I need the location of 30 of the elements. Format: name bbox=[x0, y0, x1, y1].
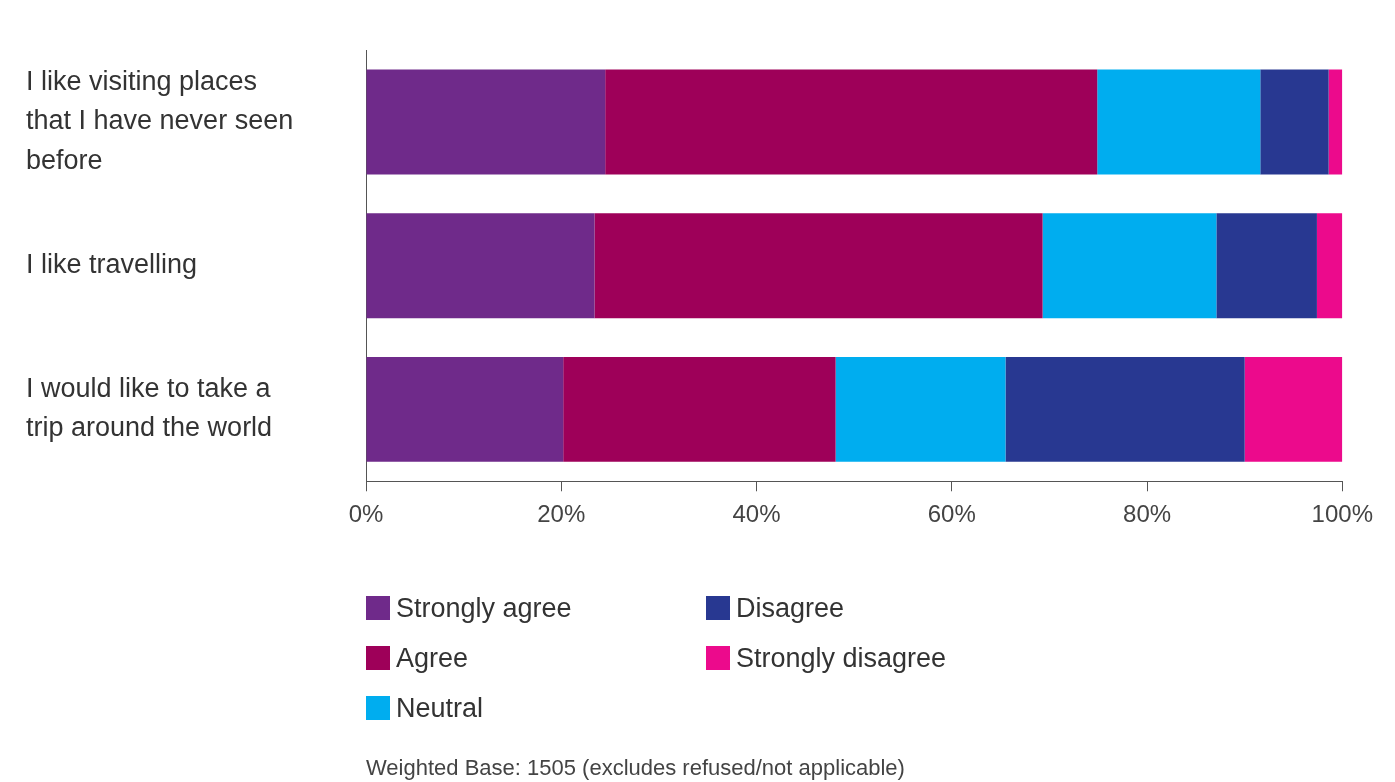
bar bbox=[366, 213, 595, 319]
x-tick-label: 80% bbox=[1123, 500, 1172, 528]
bar bbox=[563, 356, 836, 462]
legend-label: Disagree bbox=[736, 592, 845, 624]
bar bbox=[1260, 69, 1329, 175]
x-tick-label: 0% bbox=[348, 500, 384, 528]
bar bbox=[835, 356, 1006, 462]
legend-label: Agree bbox=[396, 642, 469, 674]
legend-label: Neutral bbox=[396, 692, 484, 724]
bar bbox=[366, 69, 606, 175]
bar bbox=[1042, 213, 1217, 319]
bar bbox=[605, 69, 1098, 175]
y-tick-label: I like visiting places that I have never seen before bbox=[26, 66, 294, 175]
x-tick-label: 20% bbox=[537, 500, 586, 528]
bar bbox=[1005, 356, 1245, 462]
bar bbox=[1244, 356, 1343, 462]
bar bbox=[1316, 213, 1343, 319]
bar bbox=[594, 213, 1043, 319]
legend-label: Strongly agree bbox=[396, 592, 572, 624]
x-tick-label: 60% bbox=[927, 500, 976, 528]
y-tick-label: I like travelling bbox=[26, 249, 198, 280]
bar bbox=[366, 356, 564, 462]
bar bbox=[1328, 69, 1343, 175]
x-tick-label: 40% bbox=[732, 500, 781, 528]
text: Weighted Base: 1505 (excludes refused/not applicable) bbox=[366, 755, 906, 781]
bar bbox=[1216, 213, 1317, 319]
bar bbox=[1097, 69, 1261, 175]
y-tick-label: I would like to take a trip around the world bbox=[26, 373, 273, 443]
legend-label: Strongly disagree bbox=[736, 642, 947, 674]
x-tick-label: 100% bbox=[1311, 500, 1373, 528]
